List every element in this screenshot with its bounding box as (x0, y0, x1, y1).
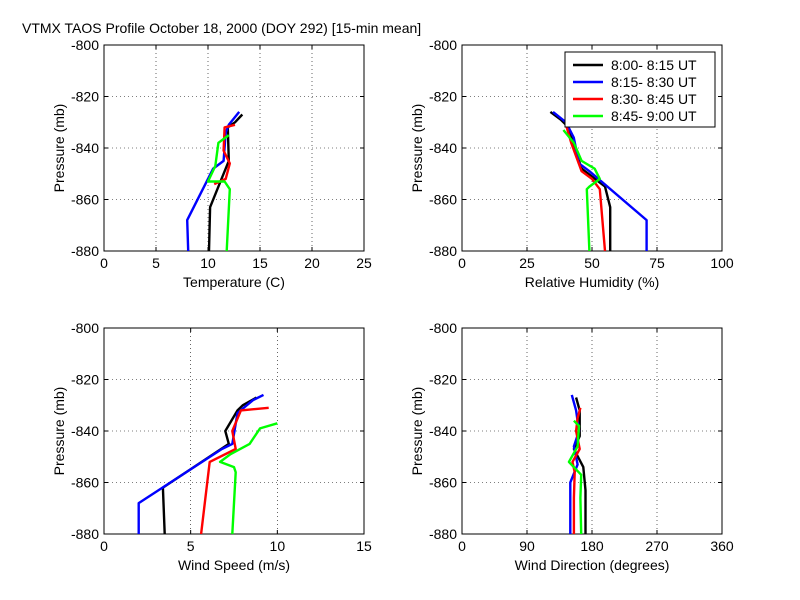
temperature-series-line-4 (206, 134, 232, 252)
temperature-x-tick-label: 15 (252, 255, 268, 271)
figure-title: VTMX TAOS Profile October 18, 2000 (DOY … (22, 20, 422, 36)
temperature-x-tick-label: 25 (356, 255, 372, 271)
relative-humidity-x-tick-label: 100 (710, 255, 734, 271)
wind-direction-y-tick-label: -820 (429, 372, 457, 388)
wind-speed-x-tick-label: 10 (270, 538, 286, 554)
wind-speed-y-tick-label: -820 (71, 372, 99, 388)
legend-label-4: 8:45- 9:00 UT (611, 108, 697, 124)
relative-humidity-y-tick-label: -840 (429, 140, 457, 156)
relative-humidity-y-tick-label: -820 (429, 89, 457, 105)
wind-direction-panel: 0 90 180 270 360 -800 -820 -840 -860 -880 Wind Dir… (409, 320, 734, 573)
temperature-x-tick-label: 20 (304, 255, 320, 271)
legend: 8:00- 8:15 UT8:15- 8:30 UT8:30- 8:45 UT8… (564, 51, 716, 128)
wind-speed-x-tick-label: 15 (356, 538, 372, 554)
temperature-y-tick-label: -800 (71, 37, 99, 53)
wind-direction-x-tick-label: 0 (458, 538, 466, 554)
wind-speed-y-tick-label: -860 (71, 475, 99, 491)
relative-humidity-y-tick-label: -800 (429, 37, 457, 53)
wind-direction-series-line-3 (571, 407, 582, 534)
temperature-y-tick-label: -840 (71, 140, 99, 156)
relative-humidity-x-tick-label: 50 (584, 255, 600, 271)
legend-label-3: 8:30- 8:45 UT (611, 91, 697, 107)
relative-humidity-x-axis-label: Relative Humidity (%) (525, 274, 660, 290)
temperature-x-tick-label: 0 (100, 255, 108, 271)
relative-humidity-panel: 0 25 50 75 100 -800 -820 -840 -860 -880 Relative H… (409, 37, 734, 290)
wind-speed-panel: 0 5 10 15 -800 -820 -840 -860 -880 Wind Speed (m/… (51, 320, 372, 573)
wind-direction-x-tick-label: 180 (580, 538, 604, 554)
wind-speed-x-axis-label: Wind Speed (m/s) (178, 557, 290, 573)
wind-direction-y-tick-label: -800 (429, 320, 457, 336)
wind-direction-x-tick-label: 360 (710, 538, 734, 554)
relative-humidity-y-axis-label: Pressure (mb) (409, 104, 425, 193)
temperature-series-line-3 (213, 123, 236, 186)
wind-speed-y-axis-label: Pressure (mb) (51, 387, 67, 476)
wind-direction-y-tick-label: -880 (429, 526, 457, 542)
wind-speed-series-line-2 (137, 393, 265, 534)
relative-humidity-x-tick-label: 0 (458, 255, 466, 271)
wind-direction-x-tick-label: 90 (519, 538, 535, 554)
wind-direction-y-tick-label: -860 (429, 475, 457, 491)
wind-direction-series-line-2 (569, 394, 581, 534)
wind-direction-series-line-4 (567, 419, 583, 535)
wind-speed-series-line-3 (199, 406, 269, 535)
wind-speed-x-tick-label: 5 (187, 538, 195, 554)
wind-direction-y-tick-label: -840 (429, 423, 457, 439)
wind-direction-x-axis-label: Wind Direction (degrees) (515, 557, 670, 573)
temperature-x-tick-label: 10 (200, 255, 216, 271)
temperature-y-tick-label: -860 (71, 192, 99, 208)
legend-label-2: 8:15- 8:30 UT (611, 74, 697, 90)
relative-humidity-y-tick-label: -860 (429, 192, 457, 208)
temperature-y-tick-label: -820 (71, 89, 99, 105)
temperature-panel: 0 5 10 15 20 25 -800 -820 -840 -860 -880 Temperatur… (51, 37, 372, 290)
wind-speed-series-line-4 (218, 422, 278, 535)
wind-speed-y-tick-label: -880 (71, 526, 99, 542)
legend-label-1: 8:00- 8:15 UT (611, 57, 697, 73)
temperature-x-axis-label: Temperature (C) (183, 274, 285, 290)
temperature-y-tick-label: -880 (71, 243, 99, 259)
temperature-y-axis-label: Pressure (mb) (51, 104, 67, 193)
relative-humidity-y-tick-label: -880 (429, 243, 457, 259)
wind-direction-y-axis-label: Pressure (mb) (409, 387, 425, 476)
relative-humidity-x-tick-label: 25 (519, 255, 535, 271)
relative-humidity-series-line-4 (562, 129, 601, 252)
wind-speed-x-tick-label: 0 (100, 538, 108, 554)
wind-speed-y-tick-label: -800 (71, 320, 99, 336)
wind-direction-x-tick-label: 270 (645, 538, 669, 554)
temperature-x-tick-label: 5 (152, 255, 160, 271)
relative-humidity-x-tick-label: 75 (649, 255, 665, 271)
wind-speed-y-tick-label: -840 (71, 423, 99, 439)
temperature-series-line-2 (185, 111, 241, 252)
